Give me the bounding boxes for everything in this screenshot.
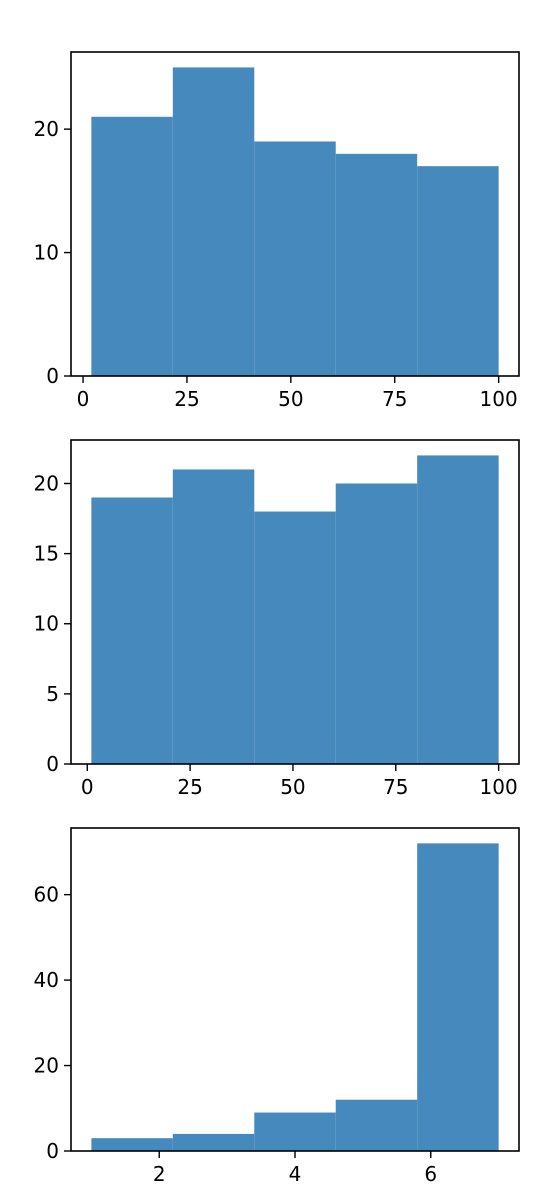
x-tick-label: 25: [177, 775, 202, 799]
histogram-panel-1: 0 25 50 75 100 0 10 20: [34, 51, 520, 411]
histogram-bar-1-1: [91, 116, 173, 377]
y-tick-label: 20: [34, 471, 59, 495]
y-tick-label: 0: [46, 364, 59, 388]
histogram-bar-2-2: [172, 469, 255, 764]
y-tick-label: 0: [46, 752, 59, 776]
y-tick-label: 40: [34, 968, 59, 992]
x-tick-label: 6: [424, 1162, 437, 1186]
histogram-bar-1-3: [254, 141, 336, 376]
x-tick-label: 25: [174, 387, 199, 411]
x-tick-label: 4: [289, 1162, 302, 1186]
y-tick-label: 10: [34, 241, 59, 265]
y-tick-label: 10: [34, 612, 59, 636]
histogram-bar-1-4: [335, 153, 418, 376]
x-tick-label: 75: [383, 775, 408, 799]
histogram-panel-2: 0 25 50 75 100 0 5 10 15 20: [34, 439, 520, 799]
histogram-bar-2-5: [417, 455, 499, 764]
y-tick-label: 15: [34, 542, 59, 566]
histogram-bar-1-2: [172, 67, 255, 376]
histogram-bar-3-3: [254, 1112, 336, 1151]
histogram-bar-1-5: [417, 166, 499, 376]
histogram-bar-2-3: [254, 511, 336, 764]
y-tick-label: 60: [34, 883, 59, 907]
x-tick-label: 75: [382, 387, 407, 411]
histogram-bar-3-5: [417, 843, 499, 1151]
y-tick-label: 5: [46, 682, 59, 706]
x-tick-label: 50: [280, 775, 305, 799]
x-tick-label: 50: [278, 387, 303, 411]
histogram-bar-2-4: [335, 483, 418, 764]
x-tick-label: 2: [153, 1162, 166, 1186]
histogram-bar-3-1: [91, 1138, 173, 1151]
axes-frame: [70, 51, 520, 377]
histogram-bar-2-1: [91, 497, 173, 764]
histogram-bar-3-4: [335, 1099, 418, 1151]
x-tick-label: 0: [77, 387, 90, 411]
y-tick-label: 0: [46, 1139, 59, 1163]
x-tick-label: 100: [480, 775, 518, 799]
histogram-bar-3-2: [172, 1133, 255, 1151]
x-tick-label: 0: [81, 775, 94, 799]
y-tick-label: 20: [34, 1054, 59, 1078]
x-tick-label: 100: [480, 387, 518, 411]
y-tick-label: 20: [34, 117, 59, 141]
axes-frame: [70, 439, 520, 765]
